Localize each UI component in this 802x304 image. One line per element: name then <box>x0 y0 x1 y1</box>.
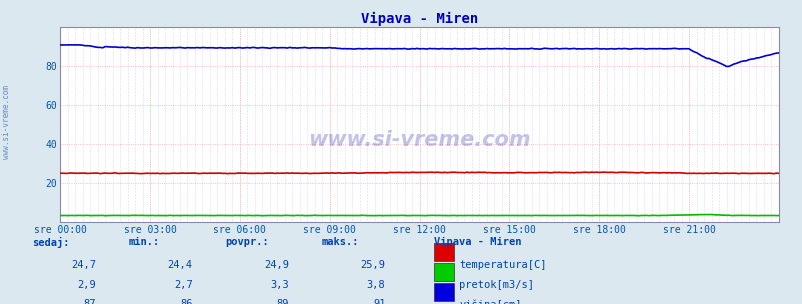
Bar <box>433 243 453 261</box>
Text: 3,3: 3,3 <box>270 280 289 290</box>
Text: 24,4: 24,4 <box>168 260 192 270</box>
Text: 87: 87 <box>83 299 96 304</box>
Text: 86: 86 <box>180 299 192 304</box>
Text: 25,9: 25,9 <box>360 260 385 270</box>
Bar <box>433 263 453 281</box>
Text: 2,7: 2,7 <box>174 280 192 290</box>
Text: www.si-vreme.com: www.si-vreme.com <box>2 85 11 159</box>
Text: višina[cm]: višina[cm] <box>459 299 521 304</box>
Text: 3,8: 3,8 <box>367 280 385 290</box>
Text: Vipava - Miren: Vipava - Miren <box>433 237 520 247</box>
Text: 2,9: 2,9 <box>78 280 96 290</box>
Text: 24,7: 24,7 <box>71 260 96 270</box>
Text: maks.:: maks.: <box>321 237 358 247</box>
Text: 89: 89 <box>276 299 289 304</box>
Bar <box>433 283 453 301</box>
Text: povpr.:: povpr.: <box>225 237 268 247</box>
Text: pretok[m3/s]: pretok[m3/s] <box>459 280 533 290</box>
Text: www.si-vreme.com: www.si-vreme.com <box>308 130 530 150</box>
Text: 91: 91 <box>372 299 385 304</box>
Text: sedaj:: sedaj: <box>32 237 70 248</box>
Text: temperatura[C]: temperatura[C] <box>459 260 546 270</box>
Title: Vipava - Miren: Vipava - Miren <box>360 12 478 26</box>
Text: 24,9: 24,9 <box>264 260 289 270</box>
Text: min.:: min.: <box>128 237 160 247</box>
